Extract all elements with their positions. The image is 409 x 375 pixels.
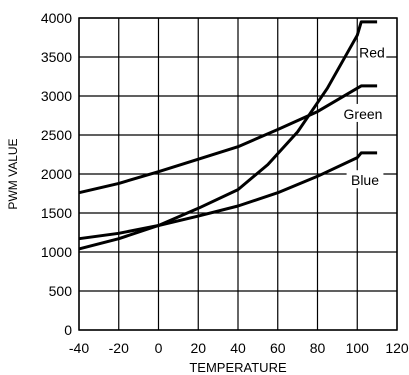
y-tick-label: 1500 [41, 205, 72, 221]
y-tick-label: 2500 [41, 127, 72, 143]
x-tick-labels: -40 -20 0 20 40 60 80 100 120 [69, 340, 409, 356]
series-label-green: Green [344, 106, 383, 122]
y-tick-label: 2000 [41, 166, 72, 182]
x-tick-label: 40 [230, 340, 246, 356]
x-tick-label: 60 [270, 340, 286, 356]
series-labels: Red Green Blue [340, 42, 387, 189]
series-line-red [78, 20, 378, 251]
x-tick-label: 0 [155, 340, 163, 356]
series-lines [78, 20, 378, 251]
y-axis-label: PWM VALUE [6, 138, 20, 209]
series-line-green [78, 84, 378, 195]
x-tick-label: 100 [346, 340, 370, 356]
y-tick-label: 4000 [41, 10, 72, 26]
x-axis-label: TEMPERATURE [189, 360, 287, 375]
series-label-bg [357, 42, 387, 61]
y-tick-label: 0 [64, 322, 72, 338]
y-tick-label: 3500 [41, 49, 72, 65]
series-label-bg [340, 103, 386, 122]
x-tick-label: -40 [69, 340, 89, 356]
series-label-blue: Blue [351, 172, 379, 188]
x-tick-label: 20 [190, 340, 206, 356]
series-line-blue [78, 151, 378, 241]
series-label-red: Red [359, 44, 385, 60]
series-label-bg [346, 170, 384, 189]
y-tick-label: 1000 [41, 244, 72, 260]
x-tick-label: -20 [109, 340, 129, 356]
y-tick-label: 3000 [41, 88, 72, 104]
x-tick-label: 80 [310, 340, 326, 356]
plot-frame [78, 17, 398, 331]
y-tick-labels: 0 500 1000 1500 2000 2500 3000 3500 4000 [41, 10, 72, 338]
y-tick-label: 500 [49, 283, 73, 299]
x-tick-label: 120 [385, 340, 409, 356]
